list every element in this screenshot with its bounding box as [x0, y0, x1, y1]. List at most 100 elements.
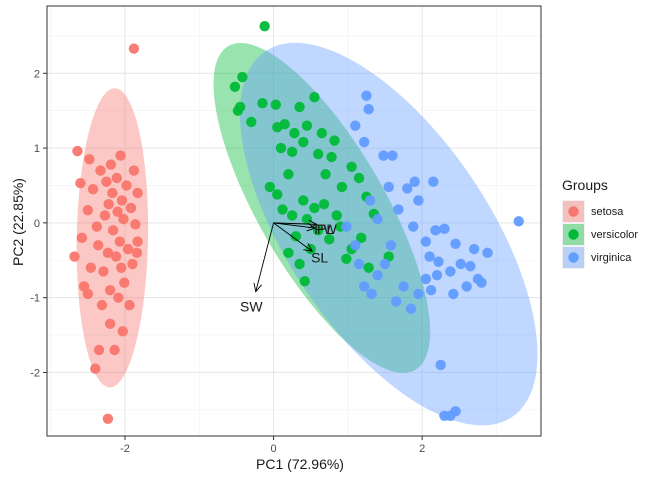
point-virginica — [433, 256, 444, 267]
point-versicolor — [286, 210, 298, 221]
point-virginica — [379, 258, 391, 270]
point-virginica — [465, 261, 476, 272]
point-versicolor — [294, 101, 305, 113]
point-versicolor — [324, 234, 335, 245]
point-setosa — [125, 202, 137, 214]
arrow-label-sw: SW — [240, 299, 263, 315]
series-setosa — [69, 43, 143, 424]
legend-key-virginica — [562, 246, 585, 269]
legend-label-versicolor: versicolor — [591, 229, 638, 241]
point-virginica — [468, 243, 480, 255]
point-versicolor — [270, 99, 281, 110]
point-versicolor — [259, 20, 270, 32]
point-versicolor — [309, 92, 320, 103]
point-virginica — [455, 258, 466, 270]
point-versicolor — [326, 151, 337, 163]
point-setosa — [96, 299, 108, 311]
x-tick-label: 2 — [419, 443, 425, 455]
x-tick-label: 0 — [271, 443, 277, 455]
y-tick-label: -2 — [30, 367, 40, 379]
point-virginica — [405, 303, 417, 315]
point-virginica — [420, 236, 432, 247]
point-versicolor — [298, 136, 309, 148]
y-tick-label: -1 — [30, 293, 40, 305]
point-virginica — [393, 204, 404, 215]
legend-label-setosa: setosa — [591, 206, 624, 218]
legend-key-point — [568, 206, 579, 217]
axes: -2 0 2 -2 -1 0 1 2 — [30, 5, 542, 455]
point-virginica — [448, 288, 459, 300]
point-virginica — [513, 216, 524, 227]
point-versicolor — [279, 118, 290, 130]
point-versicolor — [283, 169, 294, 180]
point-setosa — [130, 219, 141, 230]
point-setosa — [85, 262, 97, 273]
point-setosa — [131, 247, 143, 258]
point-versicolor — [272, 189, 283, 200]
point-setosa — [82, 204, 94, 216]
point-setosa — [104, 284, 116, 296]
point-versicolor — [318, 198, 330, 210]
point-setosa — [76, 232, 88, 244]
point-setosa — [109, 344, 120, 356]
point-virginica — [420, 273, 432, 285]
arrow-pw — [273, 222, 316, 229]
point-setosa — [102, 247, 114, 258]
legend-key-setosa — [562, 200, 585, 223]
point-virginica — [472, 273, 484, 285]
point-virginica — [372, 213, 383, 225]
point-versicolor — [264, 181, 276, 193]
point-versicolor — [246, 116, 257, 128]
point-setosa — [112, 206, 123, 217]
point-virginica — [390, 296, 402, 307]
point-virginica — [350, 120, 361, 131]
point-versicolor — [331, 210, 342, 221]
arrow-label-pw: PW — [314, 221, 337, 237]
point-setosa — [117, 326, 128, 337]
point-virginica — [445, 266, 456, 277]
point-versicolor — [294, 258, 305, 270]
point-virginica — [461, 281, 472, 292]
point-virginica — [424, 251, 435, 262]
point-setosa — [93, 240, 104, 251]
point-versicolor — [289, 127, 300, 139]
point-setosa — [122, 243, 134, 255]
point-versicolor — [320, 169, 331, 180]
point-setosa — [69, 251, 80, 262]
point-setosa — [98, 266, 109, 277]
point-setosa — [104, 318, 116, 330]
point-virginica — [385, 240, 397, 251]
point-versicolor — [329, 135, 340, 146]
point-setosa — [87, 184, 99, 195]
point-setosa — [72, 145, 83, 157]
point-virginica — [450, 238, 461, 250]
point-versicolor — [237, 71, 248, 83]
x-tick-label: -2 — [120, 443, 130, 455]
y-axis-title: PC2 (22.85%) — [10, 178, 26, 266]
point-setosa — [107, 187, 118, 199]
arrow-label-pl: PL — [317, 221, 334, 237]
point-setosa — [111, 172, 123, 184]
point-virginica — [482, 247, 493, 258]
point-setosa — [121, 180, 132, 191]
point-versicolor — [257, 98, 268, 109]
point-versicolor — [309, 202, 320, 214]
point-versicolor — [312, 148, 324, 160]
y-tick-label: 1 — [34, 143, 40, 155]
point-virginica — [439, 223, 450, 235]
point-versicolor — [301, 120, 313, 131]
point-virginica — [372, 270, 383, 281]
legend-key-point — [568, 229, 579, 240]
point-setosa — [124, 299, 135, 311]
point-versicolor — [232, 105, 244, 116]
point-versicolor — [290, 231, 302, 242]
point-setosa — [95, 165, 106, 176]
point-virginica — [378, 150, 389, 161]
point-setosa — [127, 258, 138, 270]
series-versicolor — [229, 20, 394, 287]
x-axis-title: PC1 (72.96%) — [256, 456, 344, 472]
point-versicolor — [341, 253, 352, 264]
